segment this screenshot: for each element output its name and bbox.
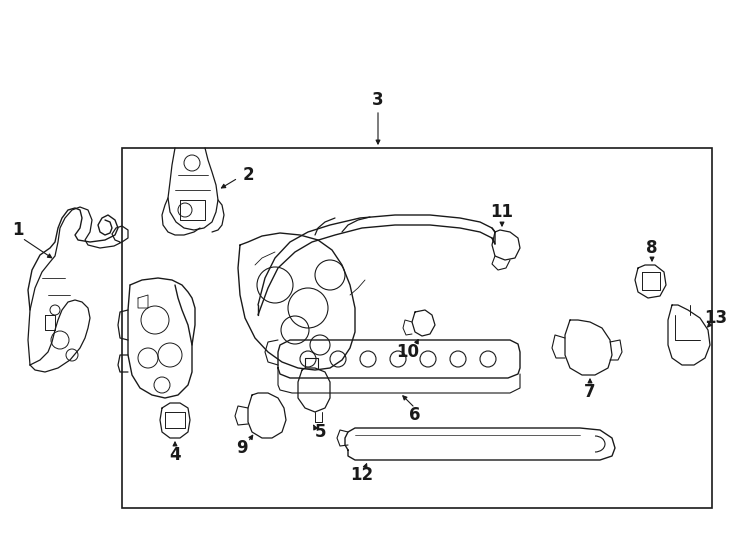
Text: 1: 1 (12, 221, 23, 239)
Text: 6: 6 (410, 406, 421, 424)
Text: 11: 11 (490, 203, 514, 221)
Text: 3: 3 (372, 91, 384, 109)
Text: 9: 9 (236, 439, 248, 457)
Text: 10: 10 (396, 343, 420, 361)
Text: 7: 7 (584, 383, 596, 401)
Text: 8: 8 (646, 239, 658, 257)
Text: 5: 5 (314, 423, 326, 441)
Text: 2: 2 (242, 166, 254, 184)
Text: 12: 12 (350, 466, 374, 484)
Text: 13: 13 (705, 309, 727, 327)
Text: 4: 4 (170, 446, 181, 464)
Bar (122, 148, 712, 508)
